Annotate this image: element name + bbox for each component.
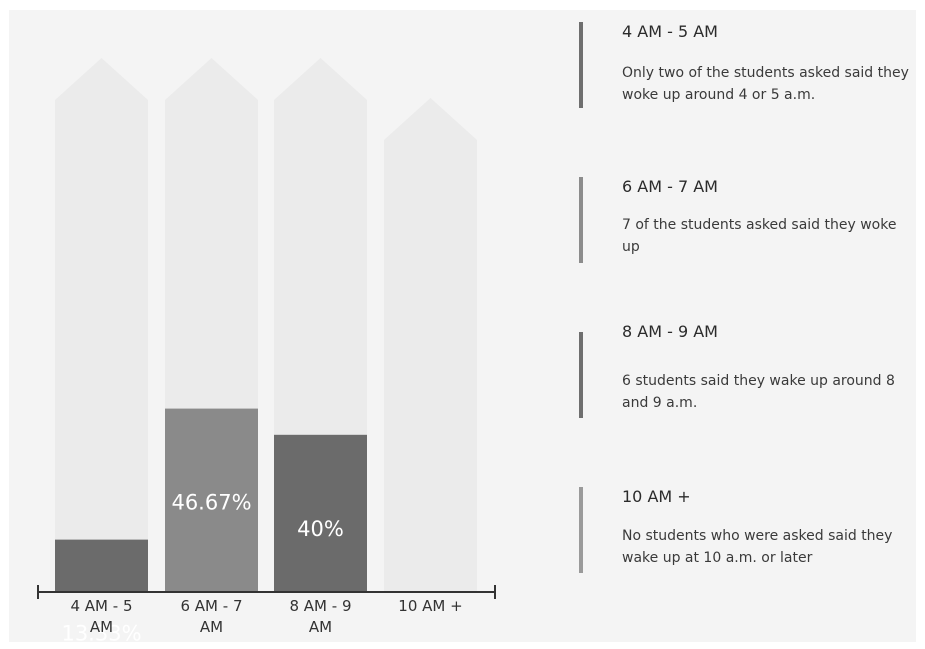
- legend-divider-line: [579, 487, 583, 573]
- legend-title: 6 AM - 7 AM: [622, 177, 718, 196]
- legend-title: 10 AM +: [622, 487, 691, 506]
- background-arrow-3: [384, 98, 477, 592]
- legend-description: No students who were asked said they wak…: [622, 525, 912, 569]
- x-tick-label-3: 10 AM +: [398, 597, 462, 615]
- bar-0: [55, 540, 148, 592]
- x-tick-label-1: 6 AM - 7 AM: [180, 597, 242, 636]
- legend-title: 4 AM - 5 AM: [622, 22, 718, 41]
- legend-divider-line: [579, 177, 583, 263]
- x-tick-label-2: 8 AM - 9 AM: [289, 597, 351, 636]
- background-arrow-0: [55, 58, 148, 592]
- legend-description: Only two of the students asked said they…: [622, 62, 912, 106]
- bar-2: [274, 435, 367, 592]
- legend-divider-line: [579, 332, 583, 418]
- legend-description: 7 of the students asked said they woke u…: [622, 214, 912, 258]
- legend-divider-line: [579, 22, 583, 108]
- legend-title: 8 AM - 9 AM: [622, 322, 718, 341]
- data-label-1: 46.67%: [171, 491, 251, 515]
- data-label-2: 40%: [297, 517, 344, 541]
- legend-description: 6 students said they wake up around 8 an…: [622, 370, 912, 414]
